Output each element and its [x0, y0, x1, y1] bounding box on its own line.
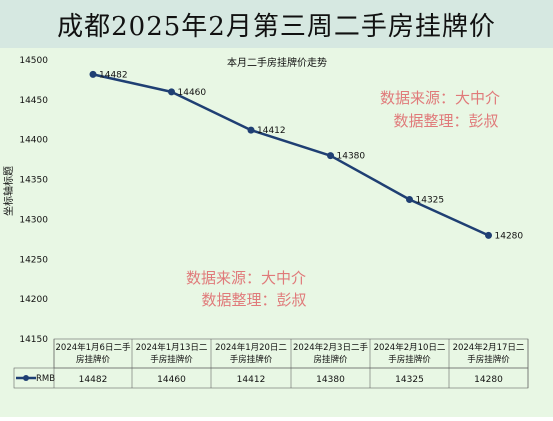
legend-label: RMB: [36, 374, 55, 384]
series: 14482 14460 14412 14380 14325 14280: [89, 70, 524, 241]
y-tick-label: 14200: [19, 295, 48, 305]
x-category-label: 手房挂牌价: [230, 354, 273, 365]
table-value: 14325: [395, 375, 424, 385]
data-point: [485, 231, 492, 239]
x-category-label: 2024年1月6日二手: [56, 342, 131, 353]
x-category-label: 手房挂牌价: [467, 354, 510, 365]
y-tick-label: 14300: [19, 215, 48, 225]
y-tick-label: 14400: [19, 136, 48, 146]
data-label: 14412: [257, 126, 286, 136]
table-value: 14460: [157, 375, 186, 385]
data-point: [406, 196, 413, 203]
data-label: 14380: [337, 152, 366, 162]
data-label: 14482: [99, 70, 128, 80]
y-tick-label: 14150: [19, 335, 48, 345]
table-value: 14280: [474, 375, 503, 385]
y-tick-label: 14350: [19, 176, 48, 186]
legend-marker: [23, 375, 29, 381]
table-value: 14412: [237, 375, 266, 385]
x-category-label: 房挂牌价: [76, 354, 111, 365]
chart-area: 14150 14200 14250 14300 14350 14400 14450 14500…: [0, 48, 553, 417]
title-banner: 成都2025年2月第三周二手房挂牌价: [0, 0, 553, 48]
x-category-label: 2024年2月10日二: [374, 342, 446, 353]
data-label: 14280: [495, 231, 524, 241]
y-tick-label: 14500: [19, 56, 48, 66]
x-category-label: 2024年1月13日二: [136, 342, 208, 353]
line-chart: 14150 14200 14250 14300 14350 14400 14450 14500…: [2, 56, 529, 389]
data-table: 2024年1月6日二手房挂牌价144822024年1月13日二手房挂牌价1446…: [13, 338, 529, 389]
table-value: 14482: [79, 375, 108, 385]
data-label: 14460: [178, 88, 207, 98]
data-point: [247, 126, 255, 134]
watermark-source: 数据来源：大中介: [380, 89, 500, 107]
watermark-author: 数据整理：彭叔: [393, 112, 498, 130]
watermark-author: 数据整理：彭叔: [201, 291, 306, 309]
x-category-label: 手房挂牌价: [388, 354, 431, 365]
watermarks: 数据来源：大中介 数据整理：彭叔 数据来源：大中介 数据整理：彭叔: [186, 89, 500, 309]
data-point: [327, 152, 334, 160]
x-category-label: 2024年1月20日二: [215, 342, 287, 353]
data-point: [89, 70, 97, 78]
chart-title: 本月二手房挂牌价走势: [227, 56, 327, 69]
series-line: [92, 73, 490, 237]
y-tick-label: 14250: [19, 255, 48, 265]
page-title: 成都2025年2月第三周二手房挂牌价: [57, 11, 496, 42]
y-axis: 14150 14200 14250 14300 14350 14400 14450 14500: [19, 56, 48, 345]
x-category-label: 2024年2月3日二手: [293, 342, 368, 353]
table-value: 14380: [316, 375, 345, 385]
x-category-label: 手房挂牌价: [150, 354, 193, 365]
data-point: [168, 88, 175, 96]
watermark-source: 数据来源：大中介: [186, 269, 306, 287]
y-tick-label: 14450: [19, 96, 48, 106]
data-label: 14325: [416, 196, 445, 206]
y-axis-label: 坐标轴标题: [2, 166, 15, 216]
x-category-label: 2024年2月17日二: [453, 342, 525, 353]
x-category-label: 房挂牌价: [313, 354, 348, 365]
